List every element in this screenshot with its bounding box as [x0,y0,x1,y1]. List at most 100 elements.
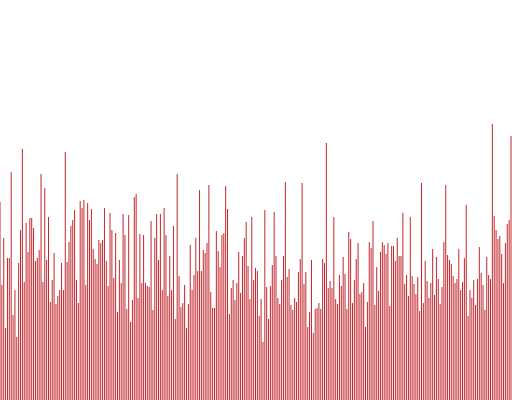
bar-31 [55,304,57,400]
bar-205 [379,252,381,400]
bar-50 [90,209,92,400]
bar-240 [445,185,447,400]
bar-269 [499,236,501,400]
bar-62 [113,278,115,400]
bar-200 [370,248,372,400]
bar-39 [70,226,72,400]
bar-65 [118,260,120,400]
bar-232 [430,283,432,400]
bar-185 [342,257,344,400]
bar-172 [318,303,320,400]
bar-206 [381,242,383,400]
bar-49 [89,220,91,400]
bar-149 [275,256,277,400]
bar-212 [393,246,395,400]
bar-119 [219,267,221,400]
bar-94 [172,226,174,400]
bar-245 [454,283,456,400]
bar-100 [184,285,186,400]
bar-252 [467,316,469,400]
bar-213 [394,261,396,400]
bar-17 [29,218,31,400]
bar-146 [269,286,271,400]
bar-249 [462,282,464,400]
bar-182 [337,304,339,400]
bar-54 [98,240,100,400]
bar-125 [230,288,232,400]
bar-248 [460,290,462,400]
bar-134 [247,266,249,400]
bar-95 [174,319,176,400]
bar-193 [357,243,359,400]
bar-66 [120,283,122,400]
bar-147 [271,265,273,400]
bar-241 [447,255,449,400]
bar-45 [81,208,83,400]
bar-219 [406,275,408,400]
bar-27 [47,217,49,400]
bar-265 [491,124,493,400]
bar-268 [497,239,499,400]
bar-61 [111,230,113,400]
bar-136 [251,217,253,400]
bar-229 [424,261,426,400]
bar-120 [221,235,223,400]
bar-71 [130,322,132,400]
bar-174 [322,259,324,400]
bar-250 [463,258,465,400]
bar-255 [473,280,475,400]
bar-63 [115,233,117,400]
bar-19 [33,228,35,400]
bar-55 [100,243,102,400]
bar-161 [297,272,299,400]
bar-247 [458,249,460,400]
bar-224 [415,294,417,400]
bar-8 [12,315,14,400]
bar-210 [389,306,391,400]
bar-14 [23,282,25,400]
bar-57 [103,208,105,400]
bar-165 [305,272,307,400]
bar-143 [264,210,266,400]
bar-170 [314,309,316,400]
bar-253 [469,290,471,400]
bar-235 [435,257,437,400]
bar-16 [27,252,29,400]
bar-256 [475,305,477,400]
bar-227 [420,183,422,400]
bar-18 [31,218,33,400]
bar-6 [8,258,10,400]
bar-131 [241,256,243,400]
bar-203 [376,267,378,400]
bar-133 [245,222,247,400]
bar-191 [353,280,355,400]
bar-181 [335,299,337,400]
bar-87 [159,214,161,400]
bar-201 [372,221,374,400]
bar-5 [6,258,8,400]
bar-60 [109,213,111,400]
bar-67 [122,214,124,400]
bar-70 [128,215,130,400]
bar-42 [75,280,77,400]
bar-112 [206,243,208,400]
bar-48 [87,203,89,400]
bar-270 [501,254,503,400]
bar-122 [225,186,227,400]
bar-246 [456,279,458,400]
bar-130 [240,293,242,400]
bar-274 [508,220,510,400]
bar-124 [228,314,230,400]
bar-56 [102,240,104,400]
bar-81 [148,287,150,400]
bar-26 [46,260,48,400]
bar-158 [292,310,294,400]
bar-98 [180,307,182,400]
bar-89 [163,208,165,400]
bar-115 [212,308,214,400]
bar-168 [310,260,312,400]
bar-195 [361,292,363,400]
bar-123 [227,209,229,400]
bar-9 [14,290,16,400]
bar-51 [92,249,94,400]
